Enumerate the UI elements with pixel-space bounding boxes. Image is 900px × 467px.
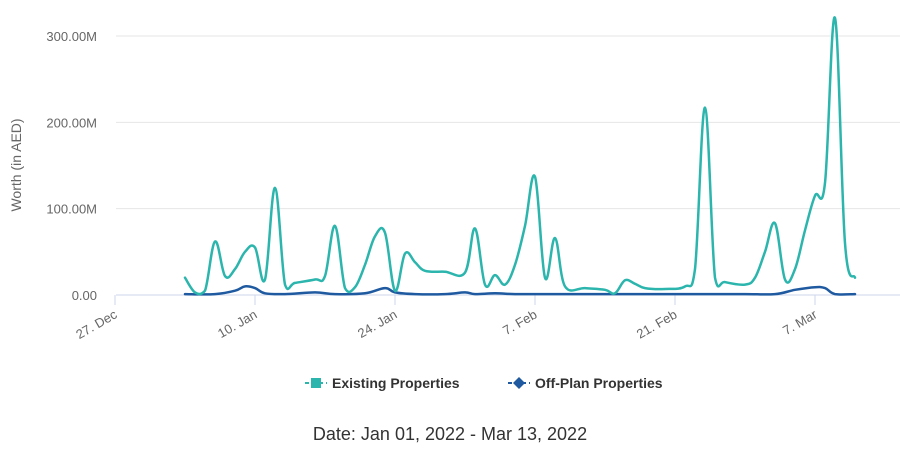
date-range-end: Mar 13, 2022 [481, 424, 588, 444]
legend-square-marker [311, 378, 321, 388]
y-tick-label: 0.00 [72, 288, 97, 303]
y-tick-label: 200.00M [46, 115, 97, 130]
legend-item-offplan-properties[interactable]: Off-Plan Properties [508, 375, 663, 391]
x-tick-label: 24. Jan [355, 307, 399, 341]
x-tick-label: 27. Dec [73, 306, 120, 342]
legend-label: Off-Plan Properties [535, 375, 663, 391]
existing-properties-line[interactable] [183, 16, 857, 296]
series-lines [183, 16, 857, 296]
x-tick-label: 21. Feb [634, 307, 680, 342]
y-tick-label: 100.00M [46, 202, 97, 217]
x-tick-label: 10. Jan [215, 307, 259, 341]
date-range-separator: - [465, 424, 482, 444]
date-range-start: Jan 01, 2022 [360, 424, 466, 444]
legend-label: Existing Properties [332, 375, 460, 391]
legend-item-existing-properties[interactable]: Existing Properties [305, 375, 460, 391]
x-axis: 27. Dec 10. Jan 24. Jan 7. Feb 21. Feb 7. Mar [73, 294, 900, 342]
y-tick-label: 300.00M [46, 29, 97, 44]
legend-diamond-marker [513, 377, 525, 389]
x-tick-label: 7. Feb [500, 307, 539, 338]
offplan-properties-line[interactable] [183, 285, 857, 296]
date-range-prefix: Date: [312, 424, 361, 444]
x-tick-label: 7. Mar [780, 306, 820, 338]
legend: Existing Properties Off-Plan Properties [305, 375, 663, 391]
date-range-caption: Date: Jan 01, 2022 - Mar 13, 2022 [0, 424, 900, 445]
y-axis-tick-labels: 0.00 100.00M 200.00M 300.00M [46, 29, 97, 303]
gridlines [116, 35, 900, 210]
y-axis-title: Worth (in AED) [8, 118, 24, 211]
